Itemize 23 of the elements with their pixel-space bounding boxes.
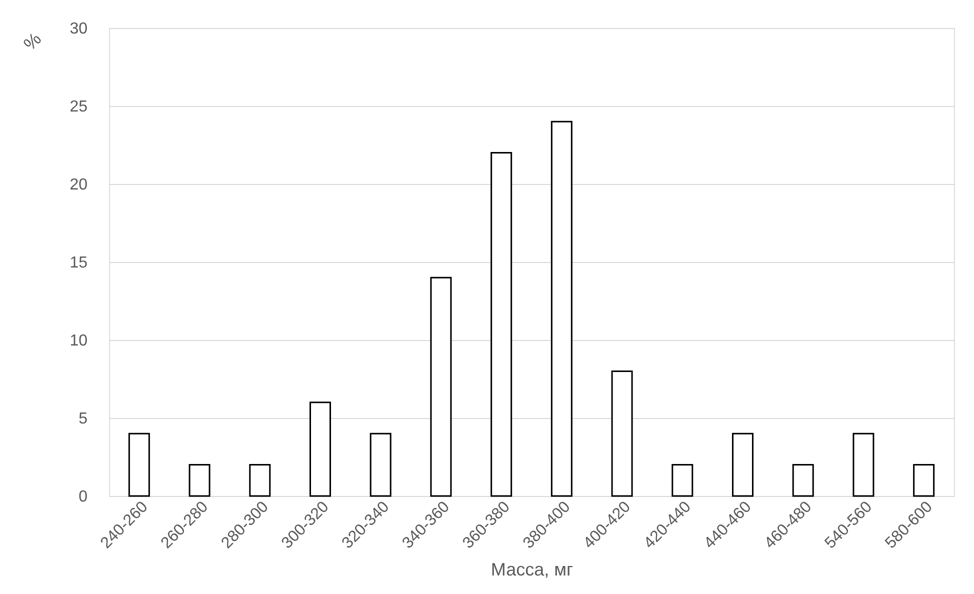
y-tick-label: 15 — [70, 254, 88, 272]
bar — [913, 464, 935, 497]
bar — [249, 464, 271, 497]
bar — [430, 276, 452, 497]
y-tick-label: 0 — [78, 488, 88, 506]
y-tick-label: 20 — [70, 176, 88, 194]
bar — [852, 432, 874, 497]
y-tick-label: 10 — [70, 332, 88, 350]
bar — [792, 464, 814, 497]
y-tick-label: 5 — [78, 410, 88, 428]
bar — [188, 464, 210, 497]
x-axis-title: Масса, мг — [490, 559, 574, 580]
y-axis-title: % — [20, 28, 46, 54]
bar — [550, 120, 572, 497]
bar — [732, 432, 754, 497]
bar — [611, 370, 633, 497]
bar — [128, 432, 150, 497]
bar — [490, 152, 512, 497]
bar — [310, 402, 331, 497]
bar — [672, 464, 694, 497]
bar — [370, 432, 392, 497]
y-tick-label: 30 — [70, 20, 88, 38]
y-tick-label: 25 — [70, 98, 88, 116]
